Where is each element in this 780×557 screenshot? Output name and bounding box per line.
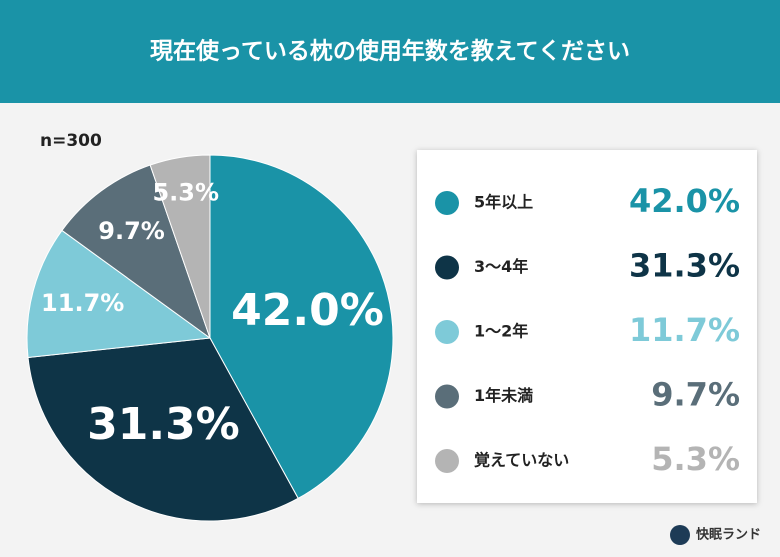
slice-label: 5.3%: [152, 179, 219, 207]
pie-slice: [149, 154, 211, 339]
chart-title: 現在使っている枕の使用年数を教えてください: [150, 38, 630, 65]
slice-label: 42.0%: [231, 285, 384, 336]
slice-label: 9.7%: [98, 217, 165, 245]
pie-slice: [26, 229, 212, 359]
legend-label: 3〜4年: [474, 257, 528, 276]
slice-label: 31.3%: [87, 399, 240, 450]
legend-label: 1〜2年: [474, 322, 528, 341]
legend-value: 31.3%: [629, 247, 740, 285]
legend-marker: [435, 320, 459, 344]
legend-box: [417, 150, 757, 503]
legend-marker: [435, 255, 459, 280]
legend-marker: [435, 191, 459, 215]
pie-slice: [61, 164, 211, 340]
legend-marker: [435, 384, 459, 409]
sample-size: n=300: [40, 131, 102, 151]
brand-name: 快眠ランド: [696, 527, 761, 543]
legend-value: 9.7%: [651, 376, 740, 414]
legend-value: 42.0%: [629, 182, 740, 220]
pie-slice: [27, 337, 299, 522]
slice-label: 11.7%: [41, 289, 124, 317]
legend-value: 11.7%: [629, 311, 740, 349]
legend-marker: [435, 449, 459, 473]
pie-slice: [209, 154, 394, 500]
legend-value: 5.3%: [651, 440, 740, 478]
header: [0, 0, 780, 103]
legend-label: 覚えていない: [474, 451, 569, 470]
legend-label: 5年以上: [474, 193, 533, 212]
legend-label: 1年未満: [474, 386, 533, 405]
brand-logo: [670, 525, 690, 545]
